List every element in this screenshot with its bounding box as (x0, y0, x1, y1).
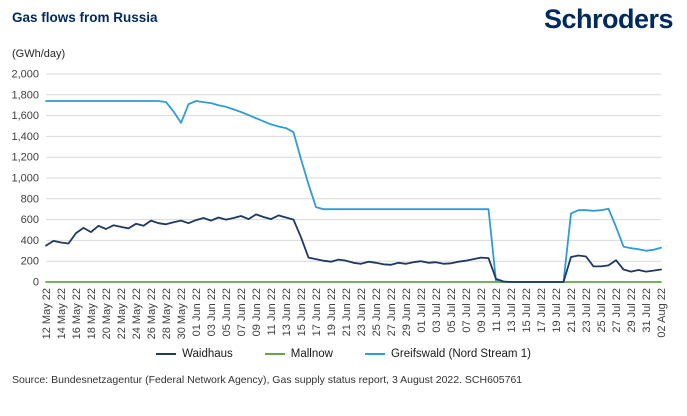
x-tick-label: 27 Jun 22 (386, 288, 398, 336)
y-tick-label: 1,200 (11, 152, 39, 164)
x-tick-label: 15 Jun 22 (296, 288, 308, 336)
x-tick-label: 17 Jul 22 (536, 288, 548, 333)
legend-swatch (156, 352, 177, 356)
x-tick-label: 03 Jun 22 (206, 288, 218, 336)
x-tick-label: 24 May 22 (131, 288, 143, 339)
x-tick-label: 25 Jun 22 (371, 288, 383, 336)
y-tick-label: 400 (21, 235, 39, 247)
x-tick-label: 11 Jun 22 (266, 288, 278, 336)
x-tick-label: 07 Jul 22 (461, 288, 473, 333)
y-tick-label: 1,000 (11, 173, 39, 185)
schroders-logo: Schroders (543, 4, 674, 34)
x-tick-label: 11 Jul 22 (491, 288, 503, 332)
y-tick-label: 800 (21, 193, 39, 205)
x-tick-label: 19 Jun 22 (326, 288, 338, 336)
x-tick-label: 18 May 22 (86, 288, 98, 339)
page-title: Gas flows from Russia (12, 10, 158, 25)
x-tick-label: 01 Jul 22 (416, 288, 428, 333)
x-tick-label: 27 Jul 22 (611, 288, 623, 333)
series-line-waidhaus (45, 213, 662, 283)
x-tick-label: 09 Jul 22 (476, 288, 488, 333)
header: Gas flows from Russia Schroders (0, 0, 687, 46)
x-tick-label: 29 Jun 22 (401, 288, 413, 336)
x-tick-label: 22 May 22 (116, 288, 128, 339)
x-tick-label: 16 May 22 (71, 288, 83, 339)
x-tick-label: 13 Jun 22 (281, 288, 293, 336)
y-tick-label: 0 (33, 277, 39, 289)
x-tick-label: 03 Jul 22 (431, 288, 443, 333)
x-tick-label: 28 May 22 (161, 288, 173, 339)
legend-item: Greifswald (Nord Stream 1) (364, 348, 531, 360)
x-tick-label: 21 Jul 22 (566, 288, 578, 333)
source-note: Source: Bundesnetzagentur (Federal Netwo… (12, 374, 523, 386)
x-tick-label: 31 Jul 22 (641, 288, 653, 333)
x-tick-label: 05 Jun 22 (221, 288, 233, 336)
y-tick-label: 200 (21, 256, 39, 268)
y-tick-label: 1,600 (11, 110, 39, 122)
x-tick-label: 12 May 22 (41, 288, 53, 339)
legend-item: Waidhaus (156, 348, 233, 360)
series-line-greifswald-nord-stream-1 (45, 100, 662, 283)
x-tick-label: 23 Jul 22 (581, 288, 593, 333)
x-tick-label: 26 May 22 (146, 288, 158, 339)
y-axis-unit-label: (GWh/day) (12, 48, 66, 60)
y-tick-label: 1,400 (11, 131, 39, 143)
x-tick-label: 21 Jun 22 (341, 288, 353, 336)
legend-label: Mallnow (290, 348, 333, 360)
x-tick-label: 17 Jun 22 (311, 288, 323, 336)
x-tick-label: 01 Jun 22 (191, 288, 203, 336)
x-tick-label: 02 Aug 22 (656, 288, 668, 338)
gas-flows-chart: 0 200 400 600 800 1,000 1,200 1,400 1,600 1,800 2,… (11, 69, 668, 340)
x-tick-label: 20 May 22 (101, 288, 113, 339)
y-tick-label: 2,000 (11, 69, 39, 81)
y-tick-label: 600 (21, 214, 39, 226)
x-tick-label: 09 Jun 22 (251, 288, 263, 336)
x-tick-label: 25 Jul 22 (596, 288, 608, 333)
legend-item: Mallnow (264, 348, 333, 360)
x-tick-label: 29 Jul 22 (626, 288, 638, 333)
x-tick-label: 15 Jul 22 (521, 288, 533, 333)
x-tick-label: 07 Jun 22 (236, 288, 248, 336)
chart-legend: Waidhaus Mallnow Greifswald (Nord Stream 1… (0, 348, 687, 360)
x-tick-label: 30 May 22 (176, 288, 188, 339)
x-tick-label: 14 May 22 (56, 288, 68, 339)
y-tick-label: 1,800 (11, 89, 39, 101)
x-tick-label: 19 Jul 22 (551, 288, 563, 333)
legend-swatch (264, 352, 285, 356)
legend-label: Greifswald (Nord Stream 1) (390, 348, 531, 360)
x-tick-label: 05 Jul 22 (446, 288, 458, 333)
x-tick-label: 13 Jul 22 (506, 288, 518, 333)
legend-label: Waidhaus (182, 348, 233, 360)
x-tick-label: 23 Jun 22 (356, 288, 368, 336)
legend-swatch (364, 352, 385, 356)
